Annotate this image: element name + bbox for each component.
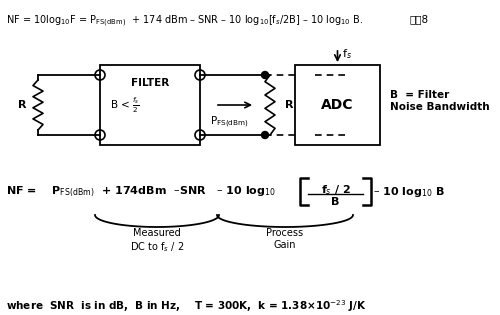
Text: B: B [332,197,340,207]
Text: where  SNR  is in dB,  B in Hz,    T = 300K,  k = 1.38×10$^{-23}$ J/K: where SNR is in dB, B in Hz, T = 300K, k… [6,298,367,314]
Text: B < $\frac{f_s}{2}$: B < $\frac{f_s}{2}$ [110,95,140,115]
Text: NF = 10log$_{10}$F = P$_{\sf FS(dBm)}$  + 174 dBm – SNR – 10 log$_{10}$[f$_s$/2B: NF = 10log$_{10}$F = P$_{\sf FS(dBm)}$ +… [6,14,364,29]
Text: 等式8: 等式8 [410,14,429,24]
Text: Measured
DC to f$_s$ / 2: Measured DC to f$_s$ / 2 [130,228,184,254]
Text: – 10 log$_{10}$ B: – 10 log$_{10}$ B [373,185,445,199]
Text: NF =    P$_{\sf FS(dBm)}$  + 174dBm  –SNR   – 10 log$_{10}$: NF = P$_{\sf FS(dBm)}$ + 174dBm –SNR – 1… [6,185,276,199]
Bar [100,65,200,145]
Text: ADC: ADC [321,98,354,112]
Text: f$_s$: f$_s$ [342,47,351,61]
Circle shape [262,72,268,78]
Text: P$_{\sf FS(dBm)}$: P$_{\sf FS(dBm)}$ [210,115,249,130]
Text: R: R [18,100,26,110]
Circle shape [262,131,268,139]
Text: R: R [285,100,294,110]
Text: f$_s$ / 2: f$_s$ / 2 [320,183,350,197]
Bar [295,65,380,145]
Text: Process
Gain: Process Gain [266,228,304,249]
Text: B  = Filter
Noise Bandwidth: B = Filter Noise Bandwidth [390,90,490,112]
Text: FILTER: FILTER [131,78,169,88]
